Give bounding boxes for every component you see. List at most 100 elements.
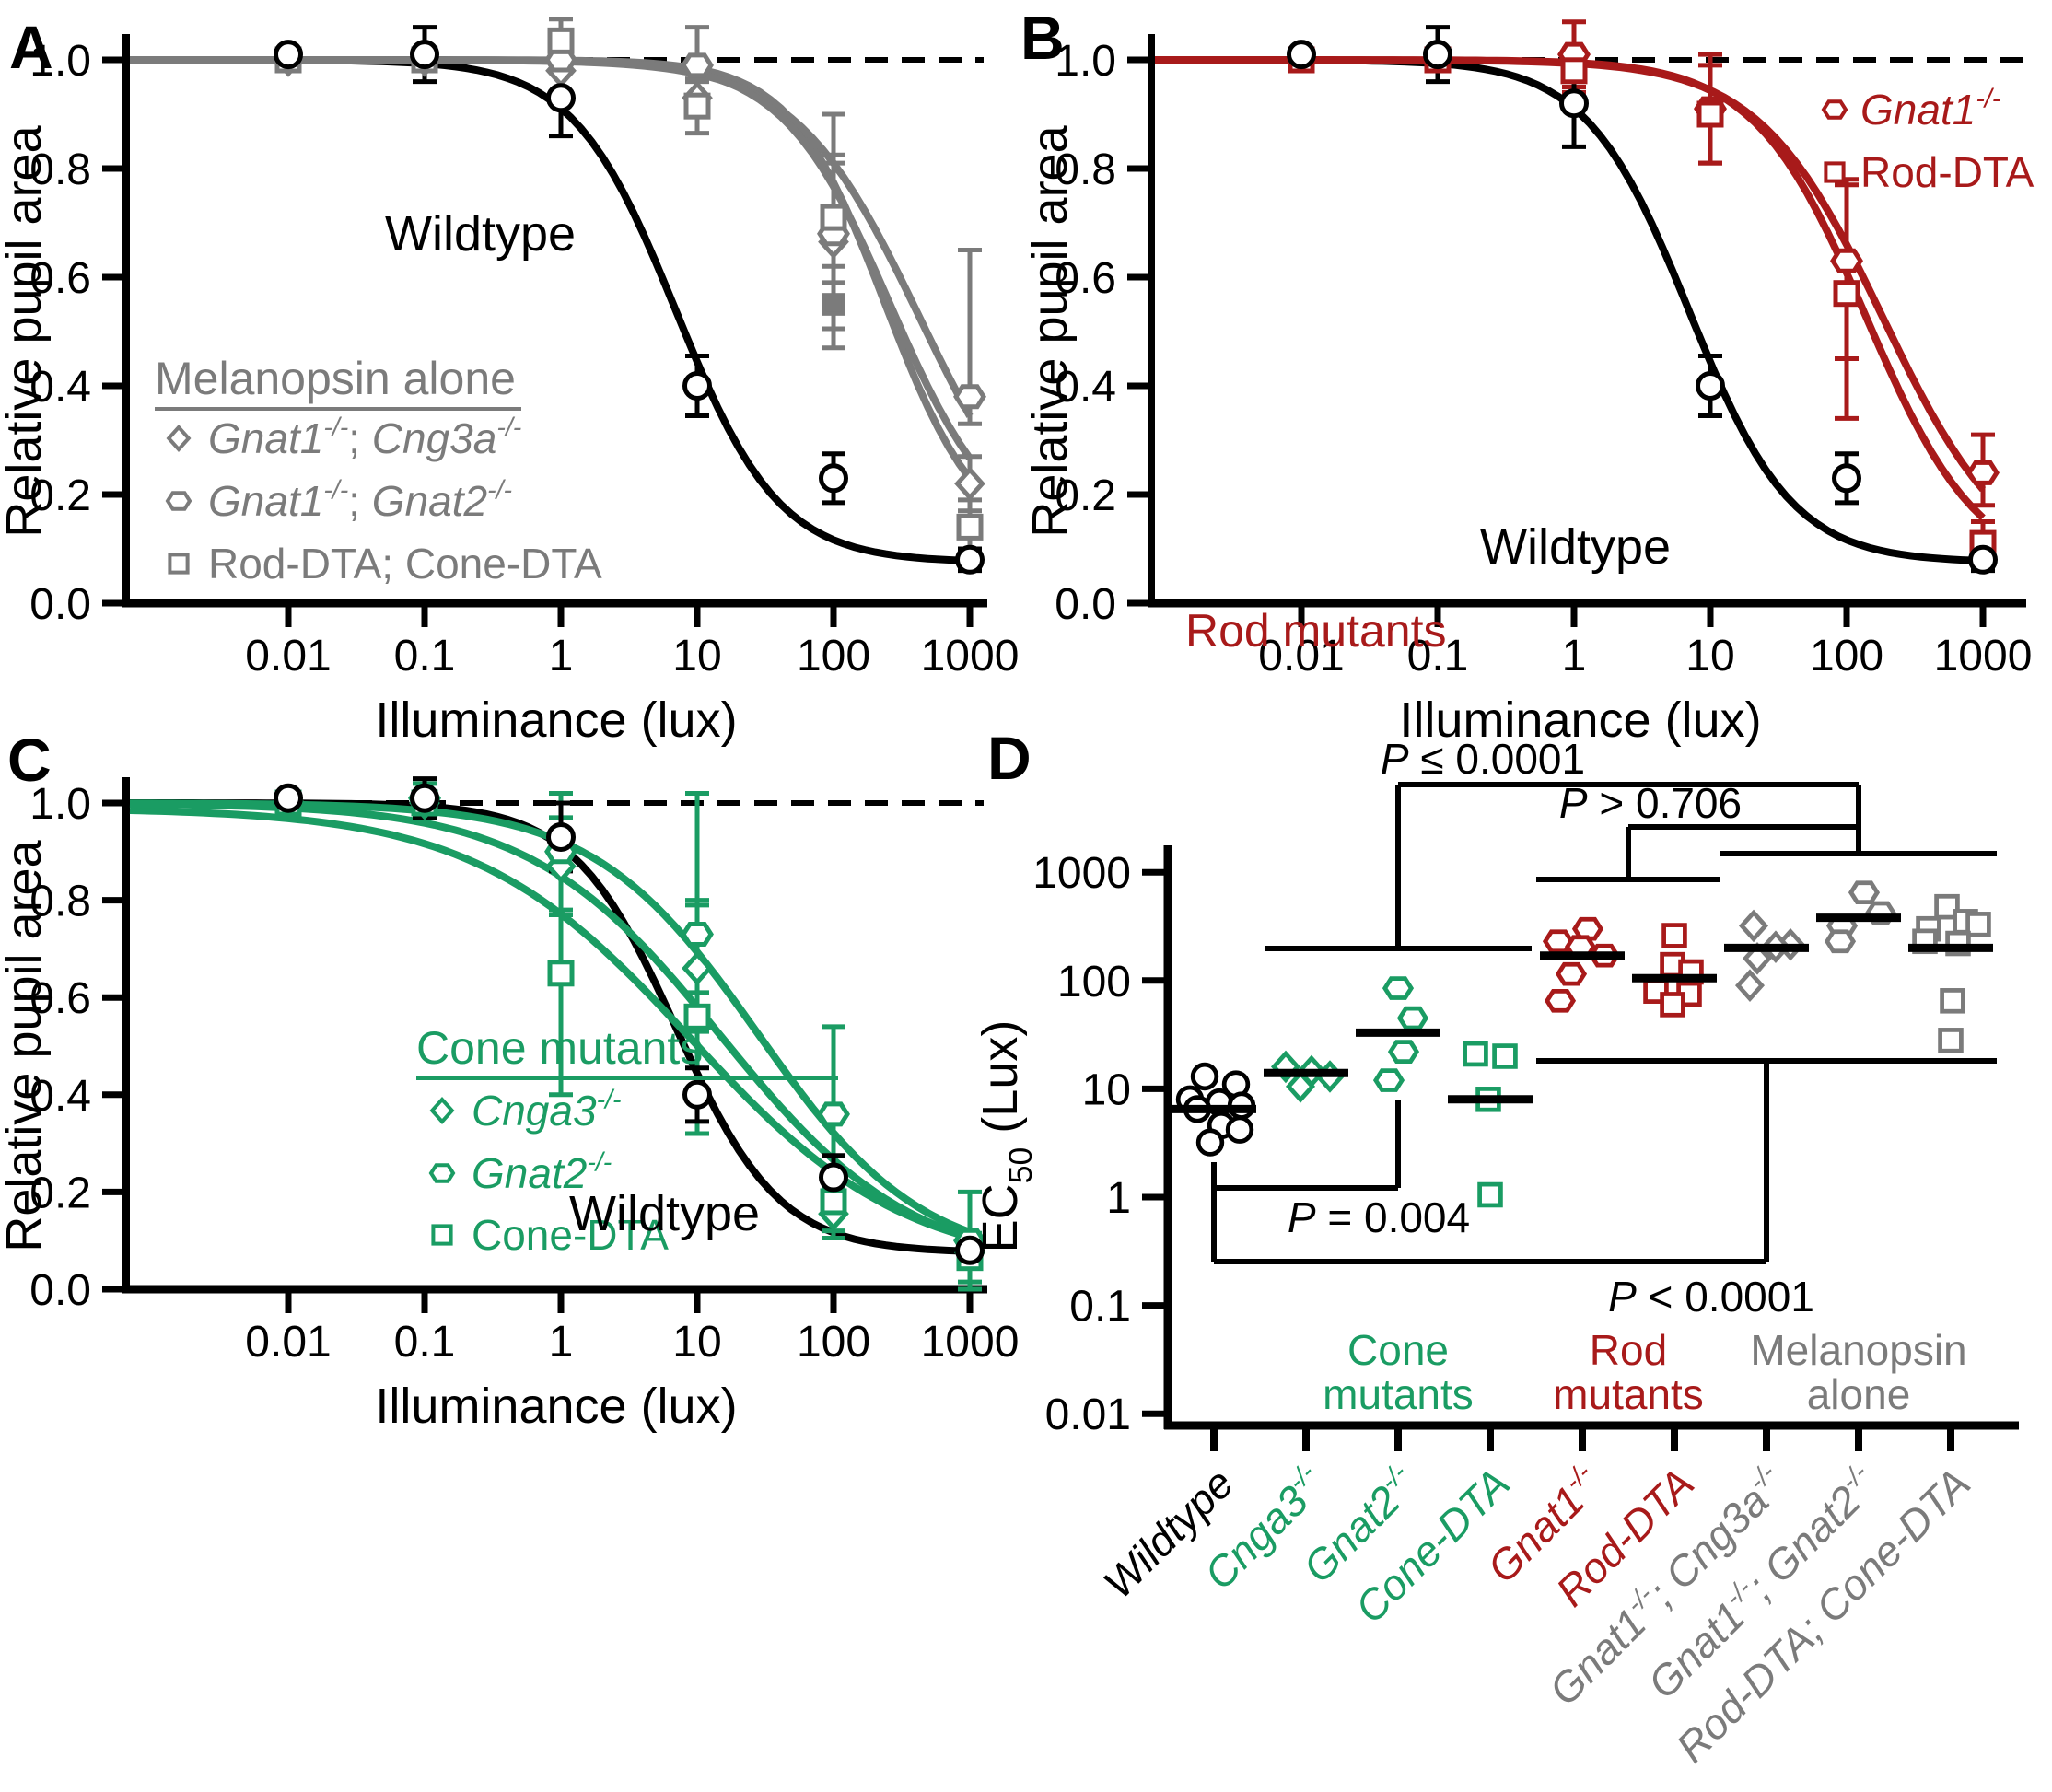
panel-a-label: A (9, 13, 53, 81)
wildtype-point (410, 40, 439, 70)
x-tick-label: 100 (1810, 632, 1883, 681)
gnat1-curve (1155, 56, 1987, 493)
y-tick-label: 0.8 (1055, 145, 1116, 194)
cone-dta-point (1492, 1043, 1518, 1069)
wildtype-point (1225, 1115, 1254, 1144)
x-tick-label: 100 (797, 1318, 870, 1367)
gnat1-cng3a-legend-label: Gnat1-/-; Cng3a-/- (208, 413, 521, 462)
gnat1-cng3a-point (954, 466, 985, 501)
cone-dta-legend-label: Cone-DTA (472, 1211, 669, 1259)
wildtype-point (274, 783, 303, 813)
y-axis-title: Relative pupil area (0, 839, 52, 1251)
y-tick-label: 0.1 (1069, 1283, 1131, 1332)
x-tick-label: 1000 (1934, 632, 2033, 681)
x-axis-title: Illuminance (lux) (375, 692, 737, 748)
y-tick-label: 0.0 (1055, 580, 1116, 629)
y-tick-label: 1000 (1032, 849, 1131, 898)
panel-b-label: B (1020, 4, 1065, 72)
gnat2-point (1387, 1040, 1420, 1064)
gnat2-point (1382, 976, 1415, 1000)
panel-d-label: D (987, 724, 1032, 792)
rod-dta-point (1833, 280, 1860, 308)
x-tick-label: 1000 (921, 632, 1020, 681)
wildtype-point (1968, 544, 1998, 575)
x-tick-label: 0.01 (245, 1318, 331, 1367)
legend-title: Cone mutants (416, 1022, 703, 1074)
gnat1-gnat2-point (681, 52, 714, 78)
panel-a: 1.0 0.8 0.6 0.4 0.2 0.0 0.01 0.1 1 10 100 1000 Illum… (0, 17, 1020, 748)
rod-dta-cone-dta-point (683, 92, 711, 120)
p-value-label: P ≤ 0.0001 (1381, 735, 1585, 783)
gnat1-gnat2-point (1824, 929, 1857, 954)
y-tick-label: 0.6 (1055, 254, 1116, 303)
cnga3-point (1270, 1050, 1301, 1084)
y-tick-label: 0.6 (29, 254, 91, 303)
cone-dta-point (547, 960, 575, 987)
gnat1-point (1830, 248, 1863, 273)
wildtype-point (546, 83, 576, 113)
x-tick-label: 1 (549, 632, 574, 681)
y-tick-label: 0.4 (29, 1072, 91, 1121)
cnga3-legend-marker (429, 1097, 455, 1124)
rod-dta-point (1696, 100, 1724, 128)
gnat2-point (817, 1101, 850, 1127)
y-tick-label: 0.2 (1055, 471, 1116, 520)
wildtype-point (274, 40, 303, 70)
rod-dta-cone-dta-legend-label: Rod-DTA; Cone-DTA (208, 540, 602, 588)
y-tick-label: 0.8 (29, 878, 91, 926)
gnat1-point (1555, 961, 1588, 986)
y-tick-label: 100 (1057, 958, 1131, 1007)
y-tick-label: 1.0 (29, 37, 91, 86)
rod-dta-cone-dta-legend-marker (168, 553, 190, 575)
y-tick-label: 1.0 (29, 780, 91, 829)
gnat1-gnat2-point (953, 384, 986, 410)
x-tick-label: 1 (549, 1318, 574, 1367)
cone-dta-point (1477, 1181, 1503, 1208)
gnat1-legend-marker (1821, 99, 1848, 120)
rod-dta-cone-dta-point (1940, 988, 1965, 1014)
gnat1-cng3a-point (1738, 909, 1769, 943)
gnat2-point (1372, 1068, 1405, 1092)
x-tick-label: 10 (1685, 632, 1734, 681)
y-tick-label: 10 (1082, 1065, 1131, 1114)
wildtype-point (1287, 40, 1316, 70)
x-tick-label: 0.01 (1258, 632, 1344, 681)
y-tick-label: 0.0 (29, 580, 91, 629)
gnat1-point (1544, 988, 1577, 1013)
rod-dta-point (1560, 57, 1588, 85)
x-tick-label: 0.1 (1407, 632, 1469, 681)
rod-dta-point (1660, 992, 1685, 1018)
rod-dta-cone-dta-point (956, 513, 984, 541)
gnat2-point (1396, 1006, 1429, 1030)
rod-dta-legend-label: Rod-DTA (1860, 148, 2035, 196)
y-tick-label: 0.01 (1045, 1391, 1131, 1439)
gnat1-cng3a-point (1734, 969, 1766, 1002)
wildtype-point (1559, 88, 1589, 119)
x-axis-title: Illuminance (lux) (1399, 692, 1761, 748)
x-axis-title: Illuminance (lux) (375, 1379, 737, 1434)
group-header-alone: alone (1807, 1370, 1911, 1418)
cone-dta-point (683, 1003, 711, 1030)
group-header-cone: Cone (1347, 1326, 1449, 1374)
y-tick-label: 1 (1106, 1174, 1131, 1223)
group-header-rod: Rod (1590, 1326, 1667, 1374)
y-axis-title: Relative pupil area (1022, 124, 1078, 537)
wildtype-point (546, 821, 576, 852)
gnat2-legend-label: Gnat2-/- (472, 1148, 612, 1197)
y-tick-label: 0.4 (1055, 363, 1116, 412)
gnat1-point (1966, 460, 2000, 485)
cone-dta-legend-marker (431, 1224, 453, 1246)
y-tick-label: 0.8 (29, 145, 91, 194)
y-tick-label: 0.4 (29, 363, 91, 412)
y-tick-label: 1.0 (1055, 37, 1116, 86)
panel-b: 1.0 0.8 0.6 0.4 0.2 0.0 0.01 0.1 1 10 100 1000 Illum… (1022, 19, 2035, 748)
x-tick-label: 0.1 (394, 1318, 456, 1367)
p-value-label: P < 0.0001 (1608, 1273, 1814, 1321)
gnat1-legend-label: Gnat1-/- (1860, 85, 2000, 134)
annotation-wildtype: Wildtype (569, 1186, 760, 1241)
group-header-melanopsin: Melanopsin (1750, 1326, 1966, 1374)
group-header-mutants: mutants (1553, 1370, 1704, 1418)
wildtype-point (682, 371, 712, 401)
